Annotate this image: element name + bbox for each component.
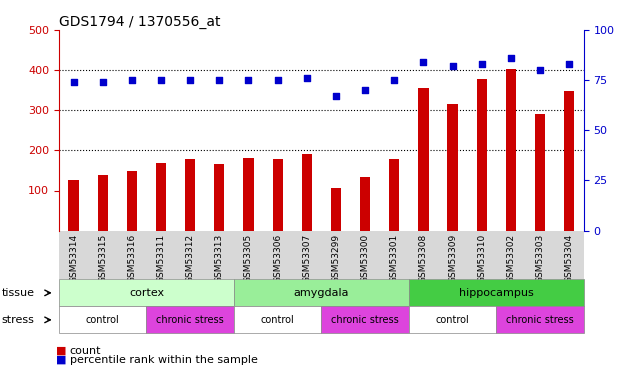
Point [448, 63, 458, 69]
Point [97, 79, 107, 85]
Point [302, 75, 312, 81]
Text: control: control [436, 315, 469, 325]
Point [360, 87, 370, 93]
Bar [535, 114, 545, 231]
Bar [214, 164, 224, 231]
Bar [360, 177, 370, 231]
Text: chronic stress: chronic stress [331, 315, 399, 325]
Point [68, 79, 78, 85]
Bar [476, 79, 487, 231]
Text: control: control [86, 315, 120, 325]
Point [564, 61, 574, 67]
Text: tissue: tissue [2, 288, 35, 298]
Bar [185, 159, 195, 231]
Bar [505, 69, 516, 231]
Text: chronic stress: chronic stress [506, 315, 574, 325]
Bar [564, 91, 574, 231]
Text: stress: stress [2, 315, 35, 325]
Point [419, 59, 428, 65]
Point [214, 77, 224, 83]
Text: percentile rank within the sample: percentile rank within the sample [70, 355, 258, 364]
Bar [156, 163, 166, 231]
Text: ■: ■ [56, 346, 66, 356]
Text: chronic stress: chronic stress [156, 315, 224, 325]
Point [477, 61, 487, 67]
Point [535, 67, 545, 73]
Bar [97, 175, 108, 231]
Text: ■: ■ [56, 355, 66, 364]
Bar [243, 158, 253, 231]
Point [127, 77, 137, 83]
Point [506, 55, 516, 61]
Text: control: control [261, 315, 294, 325]
Text: hippocampus: hippocampus [459, 288, 533, 298]
Bar [68, 180, 79, 231]
Bar [331, 189, 341, 231]
Point [331, 93, 341, 99]
Bar [389, 159, 399, 231]
Bar [302, 154, 312, 231]
Text: GDS1794 / 1370556_at: GDS1794 / 1370556_at [59, 15, 220, 29]
Point [389, 77, 399, 83]
Bar [127, 171, 137, 231]
Point [273, 77, 283, 83]
Bar [448, 104, 458, 231]
Text: cortex: cortex [129, 288, 164, 298]
Text: amygdala: amygdala [294, 288, 349, 298]
Point [243, 77, 253, 83]
Bar [419, 88, 428, 231]
Point [185, 77, 195, 83]
Bar [273, 159, 283, 231]
Point [156, 77, 166, 83]
Text: count: count [70, 346, 101, 356]
